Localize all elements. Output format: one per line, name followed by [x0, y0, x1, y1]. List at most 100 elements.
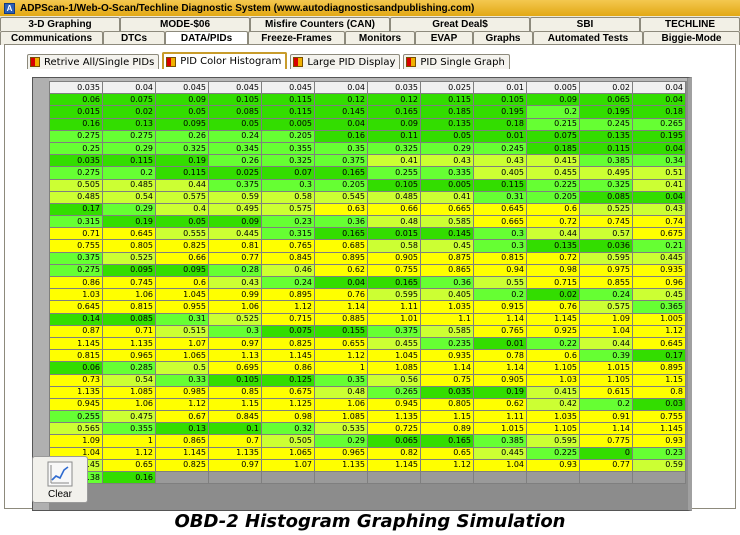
histogram-cell: 0.355	[102, 422, 156, 436]
histogram-cell: 0.545	[314, 190, 368, 204]
histogram-cell: 0.585	[420, 215, 474, 229]
histogram-cell: 0.895	[314, 251, 368, 265]
subtab-retrive-all-pids[interactable]: Retrive All/Single PIDs	[27, 54, 160, 69]
histogram-cell: 0.93	[632, 434, 686, 448]
histogram-cell: 0.31	[155, 312, 209, 326]
histogram-cell: 0.14	[49, 312, 103, 326]
histogram-cell: 0.225	[526, 446, 580, 460]
histogram-cell: 0.4	[155, 202, 209, 217]
tab-evap[interactable]: EVAP	[415, 31, 473, 45]
subtab-large-pid-display[interactable]: Large PID Display	[290, 54, 401, 69]
histogram-cell: 0.05	[208, 117, 262, 131]
histogram-cell: 0.16	[314, 129, 368, 143]
histogram-cell: 0.86	[261, 361, 315, 375]
histogram-cell: 0.675	[632, 227, 686, 241]
tab-graphs[interactable]: Graphs	[473, 31, 533, 45]
tab-data-pids[interactable]: DATA/PIDs	[165, 31, 248, 45]
table-row: 0.17 0.29 0.4 0.495 0.575 0.63 0.66 0.665 0.645 0…	[49, 202, 686, 217]
tab-biggie-mode[interactable]: Biggie-Mode	[643, 31, 740, 45]
histogram-cell: 0.365	[632, 300, 686, 314]
histogram-cell: 0.19	[473, 385, 527, 399]
histogram-cell: 0.86	[49, 275, 103, 290]
histogram-cell: 0.06	[49, 361, 103, 375]
histogram-cell: 0.58	[261, 190, 315, 204]
histogram-cell: 0.205	[314, 178, 368, 192]
histogram-cell: 0.135	[526, 239, 580, 253]
histogram-cell: 0.09	[155, 93, 209, 107]
tab-misfire-counters[interactable]: Misfire Counters (CAN)	[250, 17, 390, 31]
histogram-cell: 0.555	[155, 227, 209, 241]
histogram-cell: 0.445	[208, 227, 262, 241]
histogram-cell: 0.16	[102, 470, 156, 485]
histogram-cell: 0.05	[155, 105, 209, 119]
table-row: 0.645 0.815 0.955 1.06 1.12 1.14 1.11 1.035 0.91…	[49, 300, 686, 314]
table-row: 0.275 0.2 0.115 0.025 0.07 0.165 0.255 0.335 0.4…	[49, 166, 686, 180]
histogram-cell: 1.04	[473, 458, 527, 473]
histogram-cell: 0.48	[314, 385, 368, 399]
histogram-cell: 0.225	[526, 178, 580, 192]
histogram-cell: 0.075	[526, 129, 580, 143]
histogram-grid[interactable]: 0.035 0.04 0.045 0.045 0.045 0.04 0.035 0.025 0.…	[32, 77, 692, 511]
histogram-cell: 0.965	[314, 446, 368, 460]
histogram-cell: 0.645	[49, 300, 103, 314]
histogram-cell: 1.145	[155, 446, 209, 460]
histogram-cell: 0.18	[632, 105, 686, 119]
histogram-cell	[632, 470, 686, 485]
histogram-cell: 0.13	[102, 117, 156, 131]
histogram-cell: 0.385	[473, 434, 527, 448]
histogram-cell: 0.765	[473, 324, 527, 338]
histogram-cell: 0.115	[102, 154, 156, 168]
table-row: 0.38 0.16	[49, 470, 686, 485]
histogram-cell: 0.385	[579, 154, 633, 168]
histogram-cell: 1.09	[49, 434, 103, 448]
histogram-cell: 0.975	[579, 263, 633, 278]
histogram-cell: 1.015	[579, 361, 633, 375]
histogram-cell: 0.515	[155, 324, 209, 338]
histogram-cell: 0.865	[155, 434, 209, 448]
subtab-pid-single-graph[interactable]: PID Single Graph	[403, 54, 510, 69]
histogram-cell: 0.04	[314, 275, 368, 290]
tab-freeze-frames[interactable]: Freeze-Frames	[248, 31, 345, 45]
table-row: 0.14 0.085 0.31 0.525 0.715 0.885 1.01 1.1 1.14 1…	[49, 312, 686, 326]
histogram-cell: 1.035	[526, 410, 580, 424]
table-row: 1.04 1.12 1.145 1.135 1.065 0.965 0.82 0.65 0.44…	[49, 446, 686, 460]
histogram-cell: 1.12	[314, 349, 368, 363]
histogram-cell	[155, 470, 209, 485]
histogram-cell: 0.36	[420, 275, 474, 290]
table-row: 0.015 0.02 0.05 0.085 0.115 0.145 0.165 0.185 0.…	[49, 105, 686, 119]
histogram-cell: 1.09	[579, 312, 633, 326]
histogram-cell: 1.06	[208, 300, 262, 314]
clear-button[interactable]: Clear	[32, 456, 88, 503]
histogram-cell: 1.15	[208, 397, 262, 412]
table-row: 0.73 0.54 0.33 0.105 0.125 0.35 0.56 0.75 0.905 1…	[49, 373, 686, 387]
tab-great-deals[interactable]: Great Deal$	[390, 17, 530, 31]
histogram-cell: 1.06	[102, 288, 156, 302]
subtab-pid-color-histogram[interactable]: PID Color Histogram	[162, 52, 288, 69]
histogram-cell: 0.325	[367, 141, 421, 156]
histogram-cell: 0.615	[579, 385, 633, 399]
histogram-cell: 0.925	[526, 324, 580, 338]
histogram-cell: 0.6	[155, 275, 209, 290]
histogram-cell: 0.72	[526, 251, 580, 265]
histogram-cell: 0.76	[526, 300, 580, 314]
tab-techline[interactable]: TECHLINE	[640, 17, 740, 31]
tab-monitors[interactable]: Monitors	[345, 31, 415, 45]
histogram-cell: 0.97	[208, 458, 262, 473]
histogram-cell: 0.26	[155, 129, 209, 143]
table-row: 0.275 0.275 0.26 0.24 0.205 0.16 0.11 0.05 0.01 0…	[49, 129, 686, 143]
histogram-cell: 0.265	[367, 385, 421, 399]
histogram-cell: 0.96	[632, 275, 686, 290]
tab-3d-graphing[interactable]: 3-D Graphing	[0, 17, 120, 31]
histogram-cell: 0.905	[473, 373, 527, 387]
tab-dtcs[interactable]: DTCs	[103, 31, 165, 45]
tab-sbi[interactable]: SBI	[530, 17, 640, 31]
histogram-cell	[208, 470, 262, 485]
histogram-cell: 0.165	[367, 105, 421, 119]
tab-communications[interactable]: Communications	[0, 31, 103, 45]
histogram-cell: 1.045	[367, 349, 421, 363]
tab-mode-06[interactable]: MODE-$06	[120, 17, 250, 31]
tab-automated-tests[interactable]: Automated Tests	[533, 31, 643, 45]
histogram-cell: 0.23	[632, 446, 686, 460]
histogram-cell: 0.93	[526, 458, 580, 473]
histogram-cell: 0.51	[632, 166, 686, 180]
